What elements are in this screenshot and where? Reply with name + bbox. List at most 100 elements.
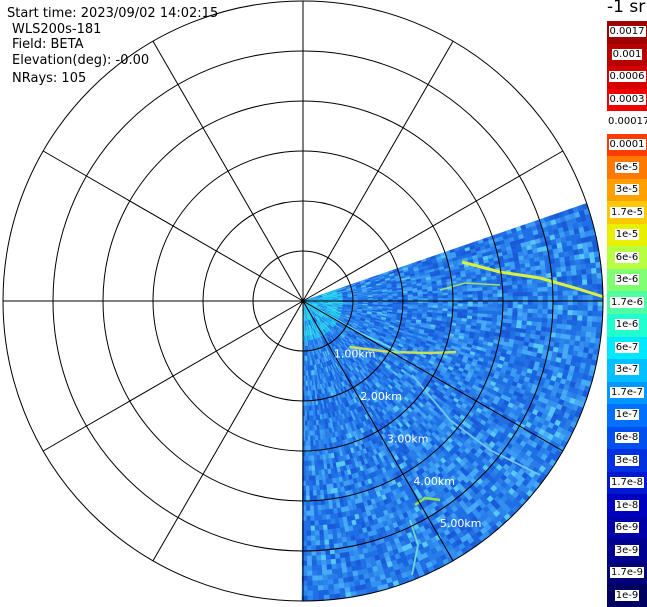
field-cell xyxy=(487,290,494,295)
field-cell xyxy=(547,286,554,292)
field-cell xyxy=(467,306,474,311)
field-cell xyxy=(527,287,534,293)
field-cell xyxy=(457,291,464,296)
field-cell xyxy=(566,324,573,331)
field-cell xyxy=(555,332,562,339)
field-cell xyxy=(487,307,494,312)
field-cell xyxy=(507,292,514,298)
field-cell xyxy=(532,283,538,289)
field-cell xyxy=(477,287,483,292)
field-cell xyxy=(422,298,429,301)
field-cell xyxy=(572,305,579,311)
field-cell xyxy=(496,314,503,320)
field-cell xyxy=(522,296,529,301)
field-cell xyxy=(576,274,583,281)
field-cell xyxy=(536,317,543,323)
field-cell xyxy=(531,321,538,327)
field-cell xyxy=(581,325,588,333)
field-cell xyxy=(397,296,404,300)
field-cell xyxy=(582,310,589,317)
field-cell xyxy=(447,297,454,301)
field-cell xyxy=(561,276,568,282)
field-cell xyxy=(427,302,434,306)
field-cell xyxy=(576,269,582,276)
field-cell xyxy=(537,304,544,310)
field-cell xyxy=(586,326,593,333)
field-cell xyxy=(597,305,604,312)
field-cell xyxy=(507,304,514,309)
field-cell xyxy=(586,321,593,328)
field-cell xyxy=(526,316,533,322)
field-cell xyxy=(477,306,484,311)
field-cell xyxy=(452,294,459,299)
field-cell xyxy=(574,335,581,342)
field-cell xyxy=(587,294,594,301)
field-cell xyxy=(580,331,587,338)
field-cell xyxy=(442,303,449,307)
field-cell xyxy=(417,298,424,301)
field-cell xyxy=(547,291,554,297)
field-cell xyxy=(556,276,563,283)
field-cell xyxy=(586,279,593,286)
field-cell xyxy=(566,275,573,282)
field-cell xyxy=(576,320,583,327)
field-cell xyxy=(532,308,539,314)
field-cell xyxy=(587,284,593,291)
field-cell xyxy=(492,310,498,316)
field-cell xyxy=(527,291,534,297)
field-cell xyxy=(567,310,574,316)
field-cell xyxy=(506,315,513,321)
field-cell xyxy=(452,303,459,307)
field-cell xyxy=(526,279,533,285)
field-cell xyxy=(472,287,478,292)
field-cell xyxy=(482,286,488,292)
field-cell xyxy=(522,292,529,297)
field-cell xyxy=(437,295,444,299)
field-cell xyxy=(564,255,571,263)
field-cell xyxy=(537,282,543,288)
field-cell xyxy=(590,262,597,269)
field-cell xyxy=(562,295,569,301)
field-cell xyxy=(512,296,519,301)
field-cell xyxy=(557,290,564,297)
field-cell xyxy=(501,315,508,320)
field-cell xyxy=(584,336,591,344)
field-cell xyxy=(407,296,414,300)
field-cell xyxy=(472,303,479,308)
field-cell xyxy=(582,295,589,301)
field-cell xyxy=(521,320,528,326)
field-cell xyxy=(442,289,448,294)
field-cell xyxy=(581,269,587,276)
field-cell xyxy=(577,315,583,322)
field-cell xyxy=(462,291,469,296)
field-cell xyxy=(581,320,588,327)
field-cell xyxy=(477,290,484,295)
field-cell xyxy=(592,310,599,317)
field-cell xyxy=(597,316,603,323)
field-cell xyxy=(557,309,564,316)
field-cell xyxy=(487,286,493,291)
field-cell xyxy=(432,302,439,306)
field-cell xyxy=(492,314,498,319)
field-cell xyxy=(427,293,434,297)
field-cell xyxy=(591,278,598,285)
field-cell xyxy=(516,276,523,282)
field-cell xyxy=(591,326,598,334)
field-cell xyxy=(512,304,519,309)
field-cell xyxy=(579,336,586,343)
field-cell xyxy=(590,267,597,275)
field-cell xyxy=(582,315,588,322)
field-cell xyxy=(452,289,458,293)
field-cell xyxy=(477,303,484,308)
field-cell xyxy=(571,325,578,331)
field-cell xyxy=(547,295,554,301)
field-cell xyxy=(589,257,596,264)
field-cell xyxy=(472,284,478,289)
field-cell xyxy=(467,297,474,301)
field-cell xyxy=(521,279,528,285)
field-cell xyxy=(492,307,499,312)
field-cell xyxy=(537,295,544,301)
field-cell xyxy=(530,270,537,276)
field-cell xyxy=(527,296,534,301)
field-cell xyxy=(565,329,572,336)
